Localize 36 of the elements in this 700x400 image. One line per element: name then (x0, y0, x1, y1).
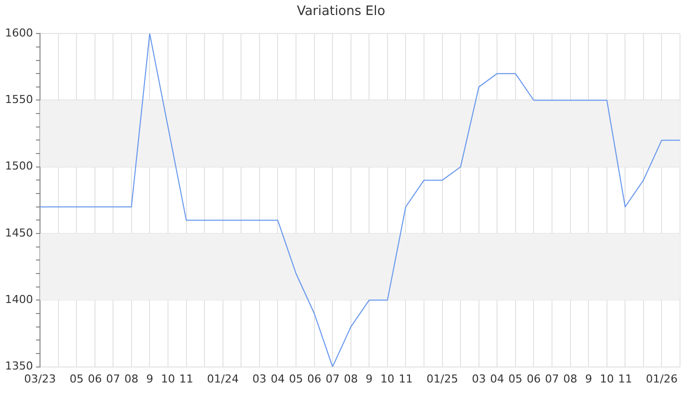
x-tick-label: 04 (270, 372, 285, 386)
x-tick-label: 10 (160, 372, 175, 386)
x-tick-label: 08 (563, 372, 578, 386)
x-tick-label: 03 (252, 372, 266, 386)
y-tick-label: 1350 (4, 360, 33, 373)
x-tick-label: 03 (472, 372, 486, 386)
x-tick-label: 9 (366, 372, 373, 386)
y-tick-label: 1500 (4, 160, 33, 173)
y-tick-label: 1400 (4, 293, 33, 306)
x-tick-label: 06 (88, 372, 102, 386)
y-tick-label: 1550 (4, 93, 33, 106)
x-tick-label: 11 (179, 372, 194, 386)
x-tick-label: 03/23 (24, 372, 56, 386)
x-tick-label: 11 (618, 372, 632, 386)
x-tick-label: 07 (106, 372, 120, 386)
x-tick-label: 07 (326, 372, 340, 386)
x-tick-label: 05 (70, 372, 84, 386)
x-tick-label: 06 (307, 372, 322, 386)
x-tick-label: 08 (344, 372, 358, 386)
y-tick-label: 1450 (4, 226, 33, 240)
x-tick-label: 05 (288, 372, 303, 386)
chart-title: Variations Elo (296, 4, 386, 20)
x-tick-label: 9 (585, 372, 592, 386)
x-tick-label: 05 (508, 372, 522, 386)
x-tick-label: 07 (545, 372, 559, 386)
x-tick-label: 10 (380, 372, 394, 386)
x-tick-label: 06 (526, 372, 541, 386)
x-tick-label: 01/24 (207, 372, 239, 386)
x-tick-label: 11 (398, 372, 413, 386)
x-tick-label: 9 (146, 372, 154, 386)
x-tick-label: 10 (600, 372, 614, 386)
x-tick-label: 08 (124, 372, 138, 386)
y-tick-label: 1600 (4, 26, 33, 40)
x-tick-label: 01/25 (426, 372, 458, 386)
x-tick-label: 04 (490, 372, 504, 386)
x-tick-label: 01/26 (646, 372, 678, 386)
